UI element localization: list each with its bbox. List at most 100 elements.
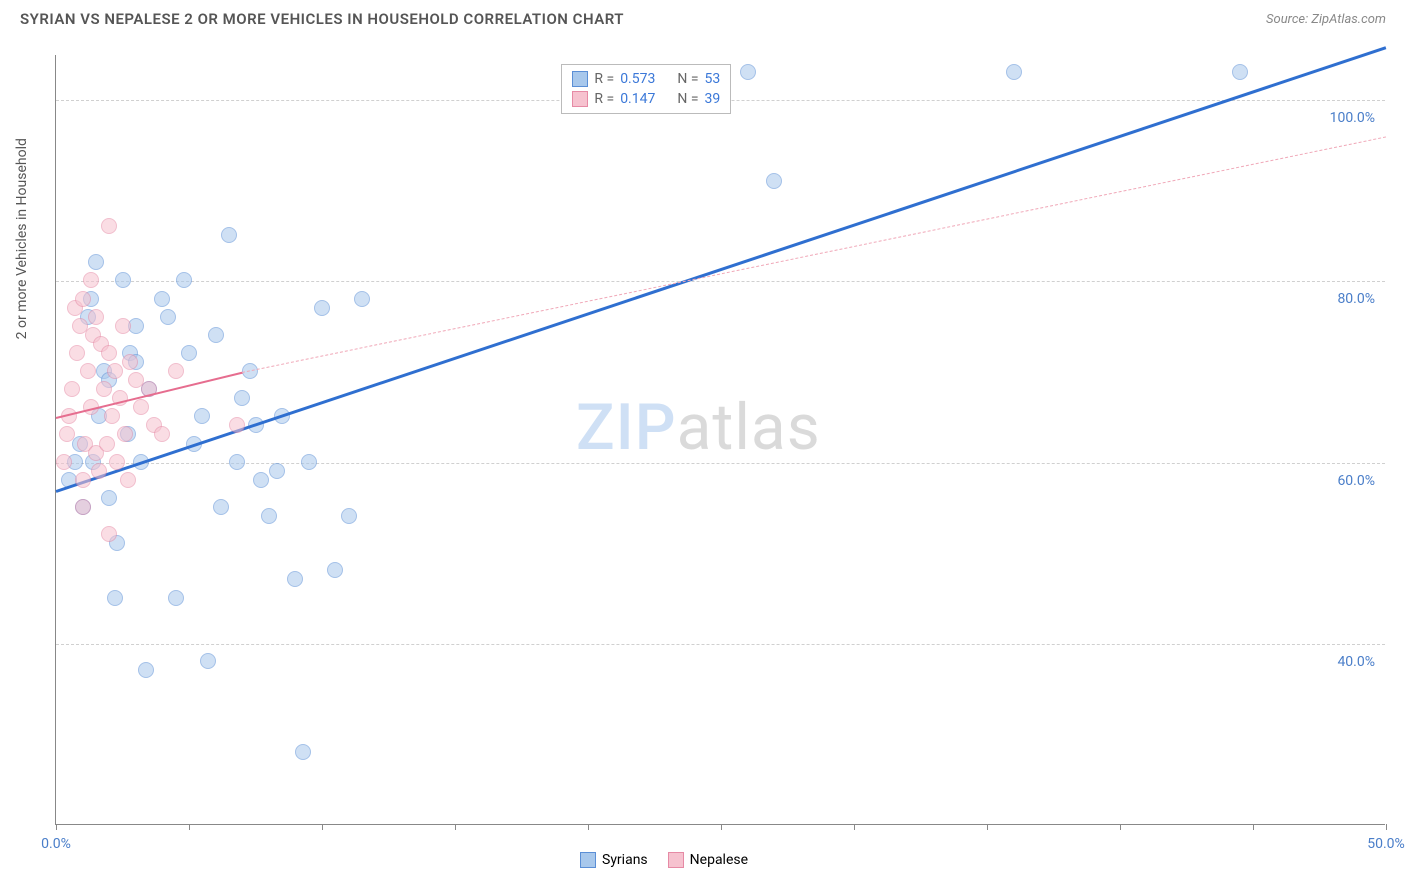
plot-area: ZIPatlas 40.0%60.0%80.0%100.0%0.0%50.0%R…: [55, 55, 1385, 825]
scatter-point: [115, 272, 131, 288]
scatter-point: [75, 472, 91, 488]
legend-swatch: [668, 852, 684, 868]
scatter-point: [301, 454, 317, 470]
scatter-point: [75, 291, 91, 307]
scatter-point: [107, 590, 123, 606]
scatter-point: [109, 454, 125, 470]
scatter-point: [314, 300, 330, 316]
scatter-point: [181, 345, 197, 361]
scatter-point: [101, 218, 117, 234]
scatter-point: [354, 291, 370, 307]
scatter-point: [213, 499, 229, 515]
trend-line: [56, 372, 243, 419]
title-bar: SYRIAN VS NEPALESE 2 OR MORE VEHICLES IN…: [0, 0, 1406, 34]
scatter-point: [200, 653, 216, 669]
scatter-point: [234, 390, 250, 406]
xtick: [1253, 824, 1254, 830]
scatter-point: [176, 272, 192, 288]
chart-source: Source: ZipAtlas.com: [1266, 12, 1386, 27]
legend-stats-row: R = 0.573 N = 53: [572, 69, 720, 89]
n-value: 39: [705, 91, 721, 107]
scatter-point: [208, 327, 224, 343]
scatter-point: [88, 254, 104, 270]
scatter-point: [101, 526, 117, 542]
scatter-point: [88, 309, 104, 325]
y-axis-label: 2 or more Vehicles in Household: [14, 138, 30, 339]
scatter-point: [154, 426, 170, 442]
legend-bottom: Syrians Nepalese: [580, 852, 748, 868]
scatter-point: [56, 454, 72, 470]
xtick: [588, 824, 589, 830]
r-value: 0.147: [620, 91, 655, 107]
trend-line: [242, 137, 1386, 374]
ytick-label: 80.0%: [1337, 291, 1375, 307]
scatter-point: [194, 408, 210, 424]
scatter-point: [101, 345, 117, 361]
scatter-point: [69, 345, 85, 361]
legend-swatch: [580, 852, 596, 868]
scatter-point: [99, 436, 115, 452]
xtick: [455, 824, 456, 830]
scatter-point: [766, 173, 782, 189]
legend-stats-row: R =0.147N =39: [572, 89, 720, 109]
scatter-point: [269, 463, 285, 479]
scatter-point: [96, 381, 112, 397]
scatter-point: [287, 571, 303, 587]
xtick: [1386, 824, 1387, 830]
scatter-point: [138, 662, 154, 678]
r-label: R =: [594, 71, 614, 87]
xtick: [854, 824, 855, 830]
scatter-point: [229, 417, 245, 433]
xtick-label: 50.0%: [1367, 836, 1405, 852]
r-value: 0.573: [620, 71, 655, 87]
n-value: 53: [705, 71, 721, 87]
scatter-point: [253, 472, 269, 488]
scatter-point: [295, 744, 311, 760]
legend-swatch: [572, 71, 588, 87]
watermark-part2: atlas: [677, 390, 821, 465]
scatter-point: [107, 363, 123, 379]
xtick: [1120, 824, 1121, 830]
legend-item: Nepalese: [668, 852, 748, 868]
chart-title: SYRIAN VS NEPALESE 2 OR MORE VEHICLES IN…: [20, 10, 624, 28]
scatter-point: [168, 590, 184, 606]
scatter-point: [1006, 64, 1022, 80]
scatter-point: [229, 454, 245, 470]
scatter-point: [75, 499, 91, 515]
xtick: [322, 824, 323, 830]
legend-swatch: [572, 91, 588, 107]
watermark: ZIPatlas: [576, 390, 821, 465]
gridline: [56, 463, 1385, 464]
gridline: [56, 281, 1385, 282]
scatter-point: [1232, 64, 1248, 80]
scatter-point: [740, 64, 756, 80]
xtick: [721, 824, 722, 830]
scatter-point: [117, 426, 133, 442]
r-label: R =: [594, 91, 614, 107]
legend-stats: R =0.573N =53R =0.147N =39: [561, 64, 731, 114]
legend-label: Syrians: [602, 852, 648, 868]
scatter-point: [221, 227, 237, 243]
gridline: [56, 644, 1385, 645]
scatter-point: [101, 490, 117, 506]
scatter-point: [160, 309, 176, 325]
scatter-point: [261, 508, 277, 524]
scatter-point: [154, 291, 170, 307]
scatter-point: [64, 381, 80, 397]
legend-item: Syrians: [580, 852, 648, 868]
scatter-point: [168, 363, 184, 379]
ytick-label: 40.0%: [1337, 654, 1375, 670]
scatter-point: [115, 318, 131, 334]
scatter-point: [80, 363, 96, 379]
scatter-point: [104, 408, 120, 424]
watermark-part1: ZIP: [576, 390, 677, 465]
scatter-point: [341, 508, 357, 524]
scatter-point: [327, 562, 343, 578]
xtick: [987, 824, 988, 830]
xtick-label: 0.0%: [41, 836, 71, 852]
xtick: [189, 824, 190, 830]
legend-label: Nepalese: [690, 852, 748, 868]
ytick-label: 100.0%: [1330, 110, 1375, 126]
n-label: N =: [677, 71, 698, 87]
scatter-point: [120, 472, 136, 488]
